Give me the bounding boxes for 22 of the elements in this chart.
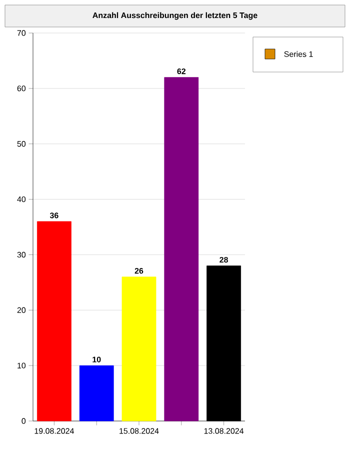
data-label: 10 [92,356,101,362]
y-tick-label: 30 [17,252,26,258]
bar [122,276,156,422]
y-tick-label: 70 [17,30,26,36]
y-tick-label: 60 [17,86,26,92]
y-tick-label: 10 [18,362,26,368]
bar [37,221,72,422]
data-label: 36 [50,212,58,218]
text: Series 1 [284,51,313,57]
data-label: 62 [177,68,186,74]
x-tick-label: 13.08.2024 [204,428,244,434]
bar [79,365,114,422]
y-tick-label: 50 [17,141,26,147]
x-tick-label: 15.08.2024 [120,428,159,434]
y-tick-label: 20 [17,307,26,313]
y-tick-label: 40 [17,196,26,202]
chart-title: Anzahl Ausschreibungen der letzten 5 Tage [92,12,258,20]
bar [164,77,199,422]
x-tick-label: 19.08.2024 [34,428,74,434]
data-label: 26 [134,268,144,274]
y-tick-label: 0 [22,418,26,424]
data-label: 28 [220,256,228,263]
